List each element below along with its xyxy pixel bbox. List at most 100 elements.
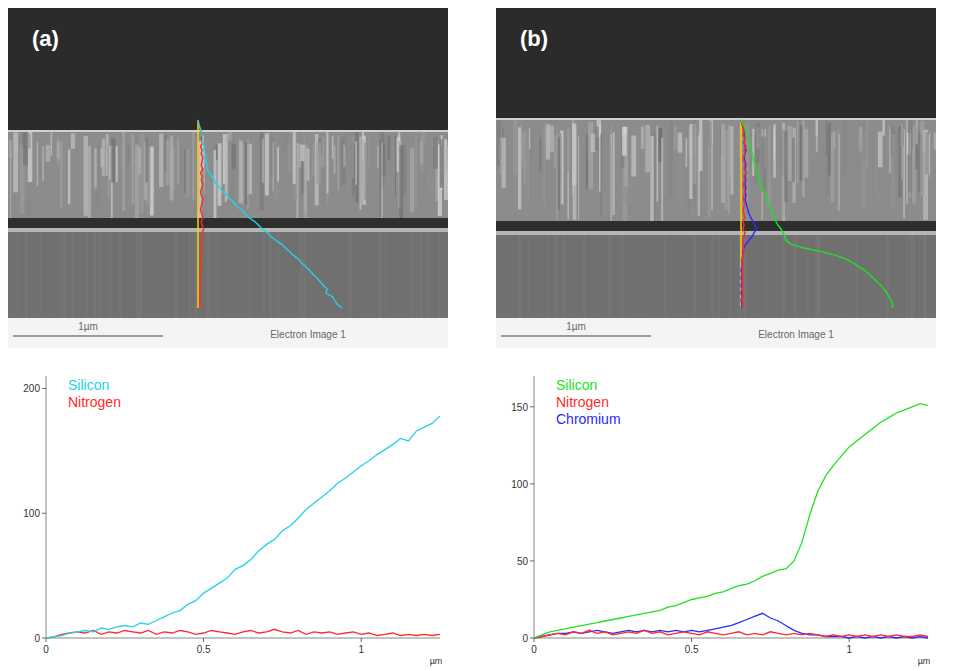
grain	[239, 141, 243, 203]
substrate-texture	[438, 232, 440, 318]
substrate-texture	[923, 235, 926, 318]
light-line	[496, 231, 936, 235]
grain	[262, 139, 264, 183]
grain	[783, 135, 784, 180]
substrate-texture	[17, 232, 18, 318]
grain	[699, 118, 702, 171]
grain	[929, 133, 930, 177]
grain	[150, 147, 154, 216]
grain	[13, 132, 18, 192]
info-strip	[8, 318, 448, 348]
grain	[252, 140, 255, 200]
substrate-texture	[518, 235, 522, 318]
grain	[773, 124, 776, 177]
grain	[802, 121, 804, 198]
grain	[352, 137, 354, 178]
grain	[410, 148, 414, 213]
grain	[276, 143, 277, 202]
grain	[539, 137, 541, 171]
substrate-texture	[93, 232, 96, 318]
substrate-texture	[547, 235, 549, 318]
substrate-texture	[814, 235, 815, 318]
substrate-texture	[217, 232, 219, 318]
scan-overlay	[198, 120, 342, 308]
y-tick	[530, 560, 534, 561]
grain	[338, 135, 339, 189]
grain	[218, 143, 222, 205]
grain	[707, 122, 711, 146]
grain	[440, 139, 444, 188]
grain	[934, 133, 936, 150]
substrate-texture	[659, 235, 660, 318]
grain	[613, 132, 615, 215]
grain	[444, 146, 448, 173]
background-top	[8, 8, 448, 130]
grain	[387, 135, 391, 160]
substrate-texture	[658, 235, 659, 318]
grain	[260, 132, 264, 211]
info-strip	[496, 318, 936, 348]
grain	[784, 131, 788, 201]
grain	[678, 133, 683, 153]
x-tick	[203, 638, 204, 642]
grain	[23, 132, 28, 166]
grain	[826, 120, 828, 156]
grain	[828, 122, 831, 175]
substrate-texture	[210, 232, 212, 318]
grain	[558, 137, 560, 210]
substrate-texture	[348, 232, 352, 318]
y-tick	[530, 483, 534, 484]
grain	[901, 123, 903, 179]
grain	[831, 132, 834, 202]
substrate-texture	[194, 232, 197, 318]
grain	[721, 124, 725, 203]
x-axis-label: µm	[430, 656, 443, 666]
scan-overlay	[741, 120, 746, 308]
grain	[355, 141, 357, 184]
x-tick-label: 0	[43, 644, 49, 655]
x-tick	[534, 638, 535, 642]
substrate-texture	[693, 235, 697, 318]
substrate-texture	[419, 232, 422, 318]
grain	[811, 131, 816, 156]
grain	[68, 150, 70, 205]
film-edge	[496, 118, 936, 120]
panel-label: (a)	[32, 26, 59, 51]
scale-bar	[13, 335, 163, 336]
grain	[878, 131, 883, 167]
grain	[57, 142, 60, 159]
grain	[861, 132, 866, 209]
grain	[693, 119, 695, 197]
grain	[641, 126, 644, 149]
grain	[333, 146, 335, 174]
grain	[293, 131, 296, 184]
substrate-texture	[609, 235, 612, 318]
light-line	[8, 228, 448, 232]
grain	[600, 134, 602, 217]
x-tick-label: 0.5	[197, 644, 211, 655]
grain	[170, 136, 174, 201]
grain	[761, 137, 766, 192]
substrate-texture	[923, 235, 926, 318]
substrate-texture	[819, 235, 820, 318]
grain	[381, 143, 382, 218]
grain	[369, 133, 371, 170]
y-axis	[46, 376, 47, 638]
grain	[513, 119, 517, 176]
grain	[768, 125, 771, 206]
grain	[804, 129, 808, 178]
grain	[544, 123, 545, 207]
grain	[364, 143, 367, 200]
grain	[265, 133, 269, 195]
legend-entry: Silicon	[68, 377, 109, 393]
grain	[573, 131, 577, 220]
y-tick-label: 100	[23, 508, 40, 519]
grain	[916, 118, 918, 144]
grain	[674, 126, 677, 150]
grain	[527, 130, 528, 203]
substrate-texture	[807, 235, 809, 318]
film-layer	[8, 130, 448, 218]
x-tick-label: 1	[358, 644, 364, 655]
grain	[523, 131, 527, 183]
legend-entry: Nitrogen	[556, 394, 609, 410]
